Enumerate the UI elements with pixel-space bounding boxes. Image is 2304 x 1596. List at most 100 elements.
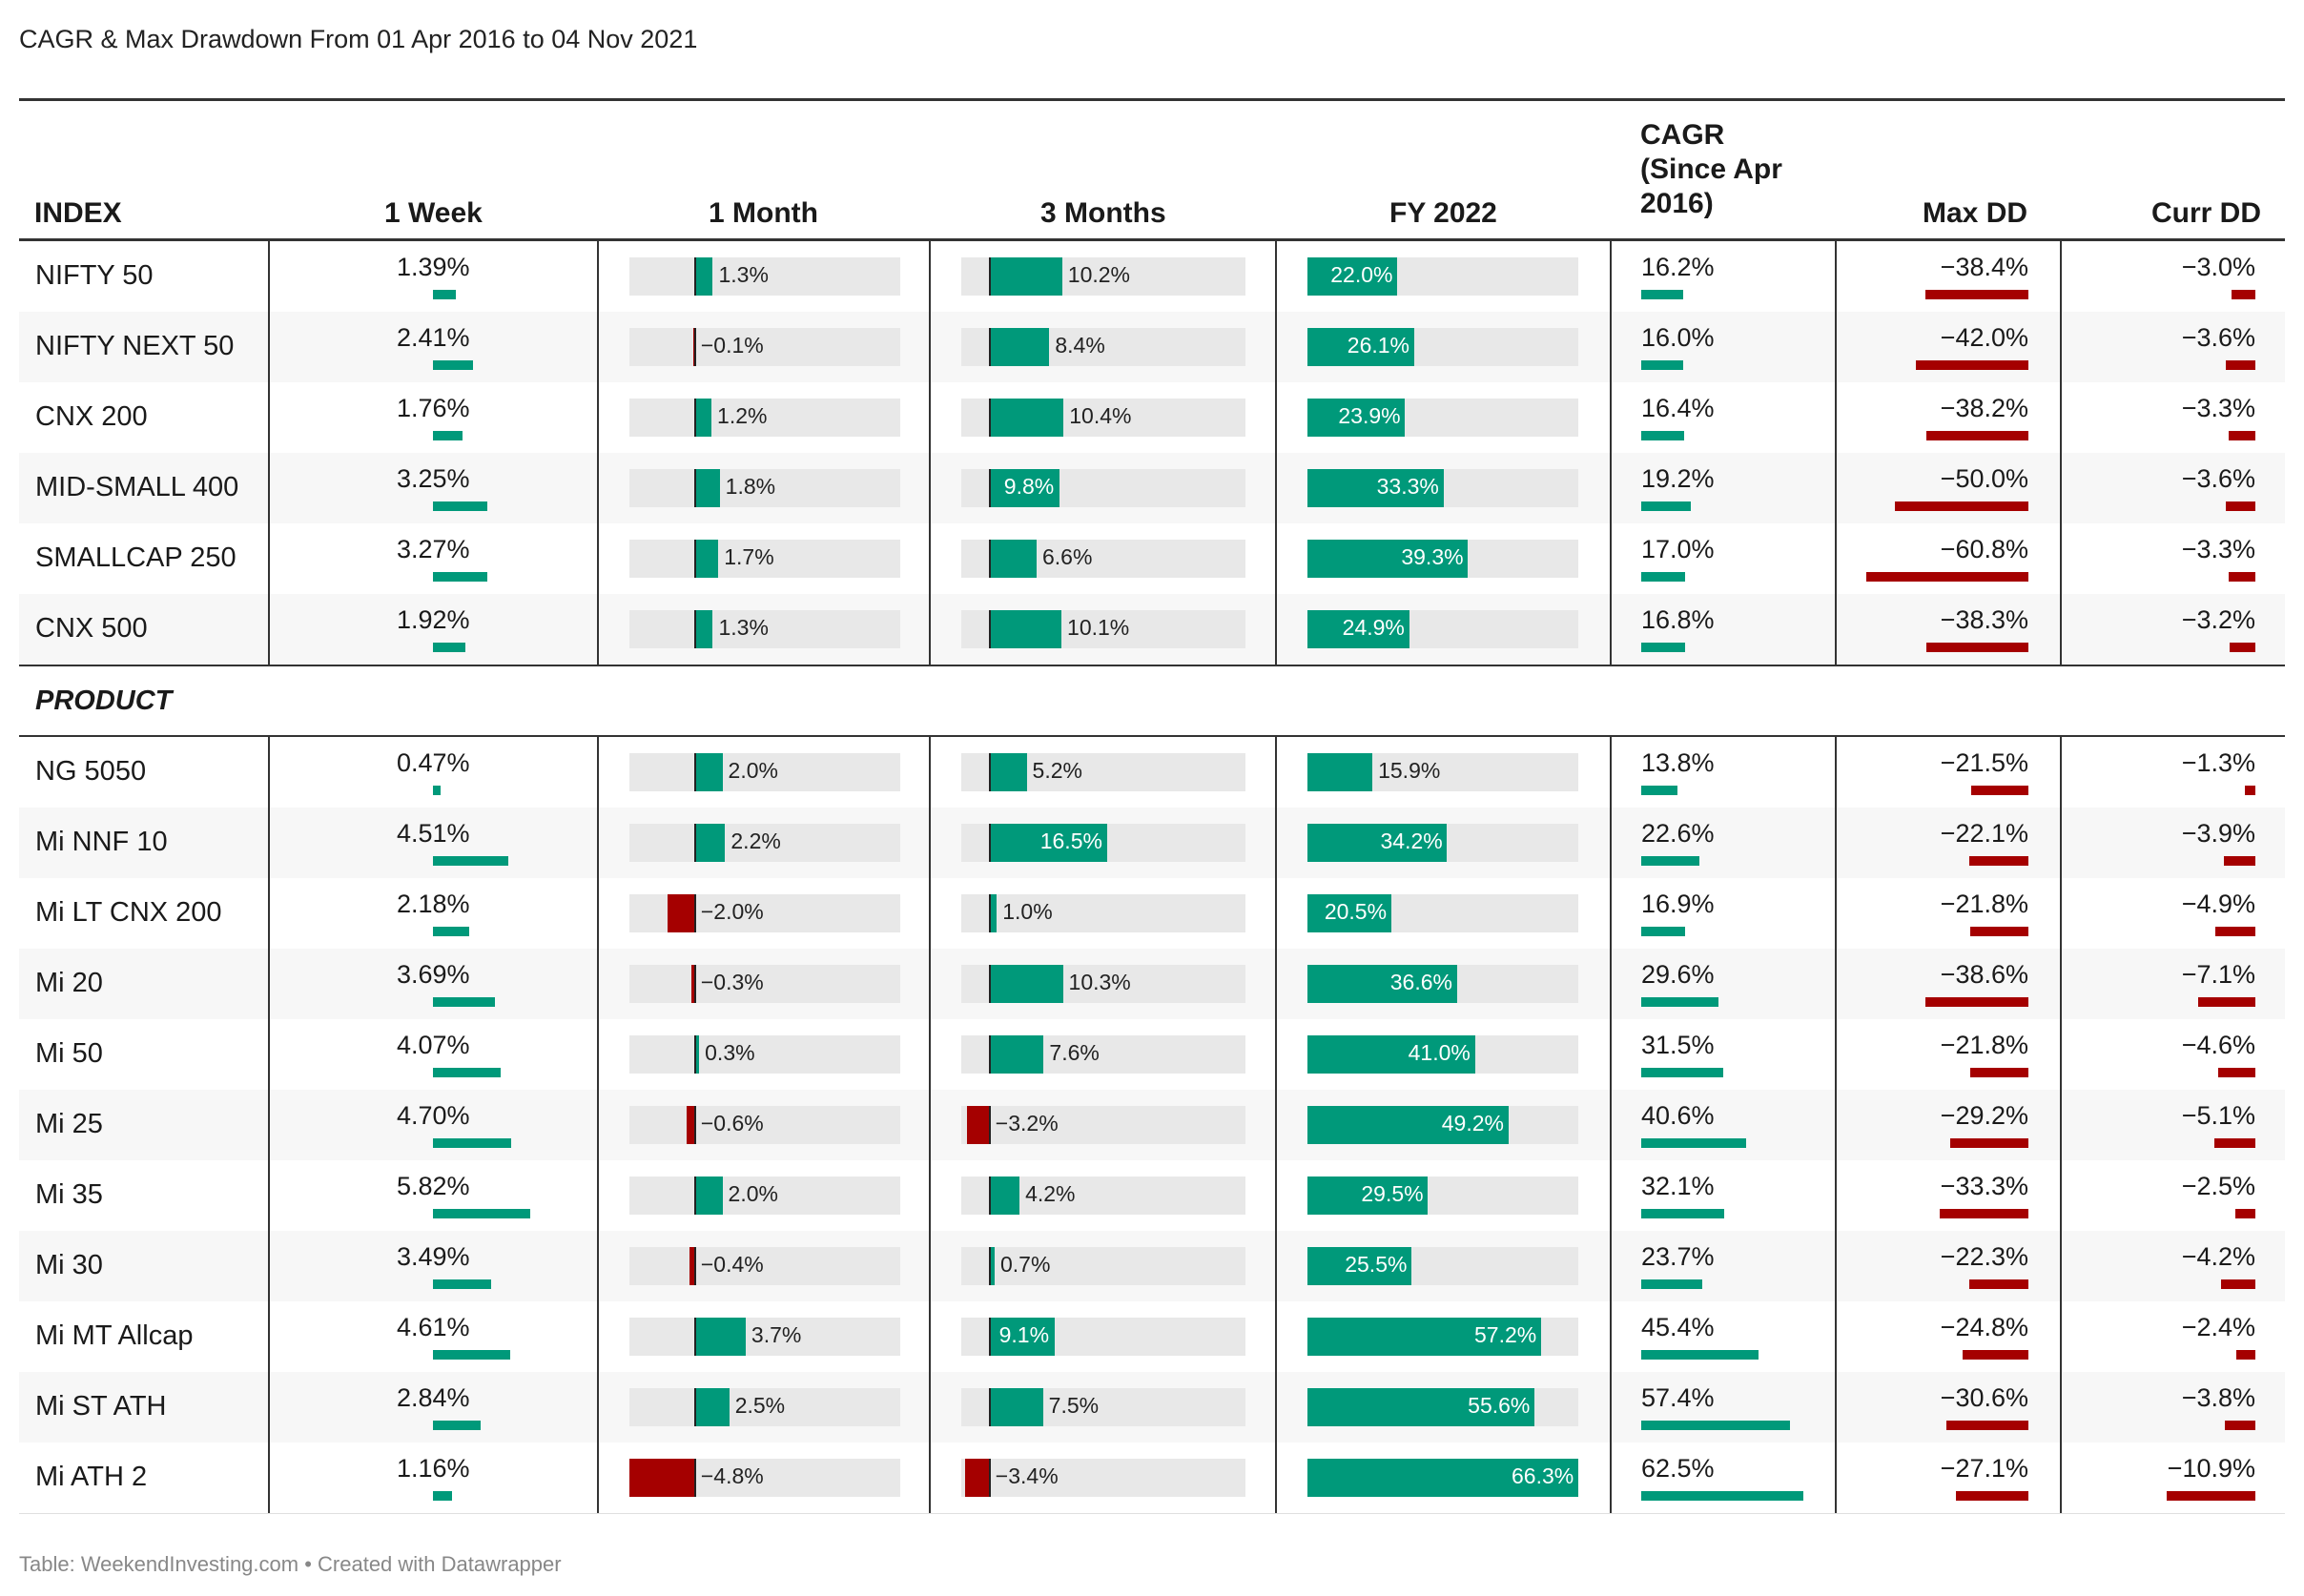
index-row-3-max-dd-bar [1895,501,2028,511]
product-row-7-1month-bar [689,1247,695,1285]
product-row-0-max-dd-value: −21.5% [1940,748,2028,777]
product-row-5-3months-bar [966,1106,990,1144]
product-row-3-3months-bar [989,965,1063,1003]
product-row-2-3months-bar [989,894,998,932]
product-row-1-3months-zero-axis [988,824,991,862]
product-row-6-1month-bar [694,1177,723,1215]
product-row-4-1month-label: 0.3% [705,1040,755,1065]
product-row-3-1week-value: 3.69% [397,960,470,989]
product-row-6-fy2022-label: 29.5% [1361,1181,1424,1206]
column-header-1week: 1 Week [384,197,483,229]
product-row-1-fy2022-bar [1307,824,1448,862]
index-row-1-1month-label: −0.1% [700,333,764,358]
product-row-8-name: Mi MT Allcap [35,1320,194,1351]
column-divider-6-index [2060,241,2062,665]
product-row-9-1month-track [629,1388,900,1426]
product-row-10-fy2022-label: 66.3% [1512,1463,1574,1488]
column-divider-4-index [1610,241,1612,665]
product-row-2-cagr-value: 16.9% [1641,890,1715,918]
index-row-0-max-dd-bar [1925,290,2028,299]
index-row-3-3months-bar [989,469,1059,507]
product-row-0-1month-bar [694,753,723,791]
product-row-4-cagr-value: 31.5% [1641,1031,1715,1059]
product-row-0-curr-dd-value: −1.3% [2181,748,2255,777]
product-row-1-name: Mi NNF 10 [35,827,168,857]
product-row-10-1week-value: 1.16% [397,1454,470,1483]
column-header-fy2022: FY 2022 [1389,197,1497,229]
product-row-6-1month-zero-axis [693,1177,696,1215]
product-row-1-1week-bar [433,856,508,866]
product-row-7-3months-track [961,1247,1245,1285]
product-row-0-3months-bar [989,753,1027,791]
product-row-10-cagr-bar [1641,1491,1803,1501]
index-row-0-1month-label: 1.3% [718,262,769,287]
product-row-10-3months-track [961,1459,1245,1497]
product-row-7-1week-bar [433,1279,492,1289]
section-top-rule [19,665,2285,666]
product-row-8-3months-zero-axis [988,1318,991,1356]
product-row-2-1week-bar [433,927,470,936]
product-row-7-1week-value: 3.49% [397,1242,470,1271]
product-row-1-3months-bar [989,824,1107,862]
product-row-6-cagr-bar [1641,1209,1725,1218]
product-row-9-1month-bar [694,1388,730,1426]
product-row-10-1month-zero-axis [693,1459,696,1497]
product-row-4-cagr-bar [1641,1068,1723,1077]
product-row-0-1week-bar [433,786,442,795]
index-row-3-cagr-bar [1641,501,1692,511]
product-row-0-1month-track [629,753,900,791]
product-row-7-name: Mi 30 [35,1250,103,1280]
index-row-5-max-dd-bar [1925,643,2028,652]
product-row-4-1week-value: 4.07% [397,1031,470,1059]
product-row-4-1month-bar [694,1035,700,1074]
index-row-1-1month-zero-axis [693,328,696,366]
index-row-3-curr-dd-bar [2226,501,2255,511]
product-row-7-3months-bar [989,1247,995,1285]
index-row-1-1week-value: 2.41% [397,323,470,352]
product-row-9-cagr-value: 57.4% [1641,1383,1715,1412]
index-row-1-fy2022-bar [1307,328,1414,366]
product-row-0-cagr-bar [1641,786,1677,795]
product-row-5-3months-zero-axis [988,1106,991,1144]
product-row-9-fy2022-label: 55.6% [1468,1393,1531,1418]
product-row-8-1week-bar [433,1350,510,1360]
product-row-0-max-dd-bar [1970,786,2028,795]
index-row-0-cagr-bar [1641,290,1684,299]
index-row-2-cagr-value: 16.4% [1641,394,1715,422]
index-row-0-max-dd-value: −38.4% [1940,253,2028,281]
product-row-10-name: Mi ATH 2 [35,1462,148,1492]
product-row-7-3months-zero-axis [988,1247,991,1285]
product-row-9-max-dd-bar [1946,1421,2028,1430]
product-row-0-curr-dd-bar [2244,786,2255,795]
index-row-4-cagr-bar [1641,572,1686,582]
product-row-7-1month-label: −0.4% [700,1252,764,1277]
index-row-0-1month-bar [694,257,713,296]
product-row-7-cagr-bar [1641,1279,1703,1289]
index-row-5-max-dd-value: −38.3% [1940,605,2028,634]
column-divider-4-product [1610,737,1612,1513]
product-row-4-max-dd-bar [1969,1068,2028,1077]
product-row-1-1week-value: 4.51% [397,819,470,848]
product-row-10-1month-bar [629,1459,695,1497]
product-row-10-cagr-value: 62.5% [1641,1454,1715,1483]
product-row-2-cagr-bar [1641,927,1685,936]
index-row-3-1week-value: 3.25% [397,464,470,493]
product-row-9-max-dd-value: −30.6% [1940,1383,2028,1412]
product-row-6-1month-track [629,1177,900,1215]
product-row-9-1month-label: 2.5% [734,1393,786,1418]
product-row-5-3months-track [961,1106,1245,1144]
product-row-6-name: Mi 35 [35,1179,103,1210]
product-row-9-3months-bar [989,1388,1043,1426]
index-row-0-3months-zero-axis [988,257,991,296]
index-row-3-fy2022-bar [1307,469,1444,507]
product-row-8-fy2022-label: 57.2% [1474,1322,1537,1347]
product-row-2-fy2022-label: 20.5% [1324,899,1388,924]
product-row-10-curr-dd-value: −10.9% [2167,1454,2255,1483]
product-row-8-1month-bar [694,1318,746,1356]
index-row-1-curr-dd-value: −3.6% [2181,323,2255,352]
product-row-6-1week-bar [433,1209,530,1218]
product-row-3-1month-track [629,965,900,1003]
index-row-3-3months-label: 9.8% [1003,474,1055,499]
index-row-1-fy2022-label: 26.1% [1347,333,1410,358]
product-row-5-curr-dd-value: −5.1% [2181,1101,2255,1130]
